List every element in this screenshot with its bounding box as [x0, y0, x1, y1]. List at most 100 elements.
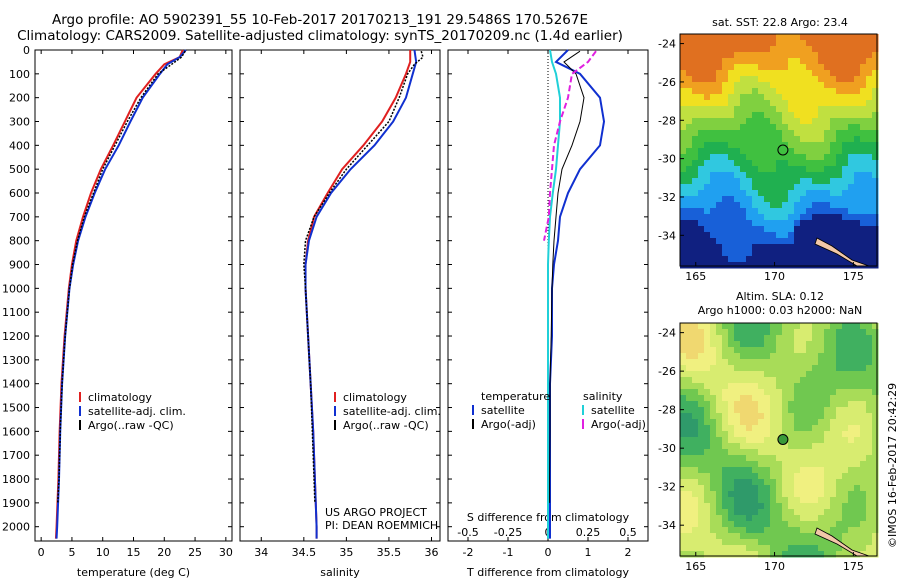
- y-tick-label: 1700: [2, 449, 30, 462]
- temperature-panel: 0100200300400500600700800900100011001200…: [2, 44, 233, 579]
- series-salinity-argoadj: [543, 50, 597, 241]
- x-tick-label: 2: [625, 546, 632, 559]
- series-satelliteadjclim: [304, 49, 418, 539]
- legend-label: climatology: [88, 391, 152, 404]
- series-salinity-satellite: [547, 49, 561, 539]
- x-tick-label: 35.5: [377, 546, 402, 559]
- sst-map-title: sat. SST: 22.8 Argo: 23.4: [712, 16, 848, 29]
- x-tick-label: 1: [585, 546, 592, 559]
- map-x-tick-label: 175: [843, 270, 864, 283]
- map-y-tick-label: -34: [658, 229, 676, 242]
- chart-title-line1: Argo profile: AO 5902391_55 10-Feb-2017 …: [51, 12, 589, 28]
- float-position-marker: [777, 144, 789, 156]
- legend-label: Argo(..raw -QC): [88, 419, 174, 432]
- x-tick-label: 34: [254, 546, 268, 559]
- map-field: [680, 34, 879, 269]
- plot-frame: [34, 49, 233, 542]
- series-argorawqc: [57, 50, 186, 503]
- x-tick-label: 5: [68, 546, 75, 559]
- sla-map: -24 -26 -28 -30 -32 -34 165 170 175: [658, 322, 879, 573]
- series-argorawqc: [303, 50, 424, 503]
- y-tick-label: 300: [9, 116, 30, 129]
- salinity-panel: 34 34.5 35 35.5 36 salinity climatologysatelli…: [239, 49, 441, 579]
- secondary-tick-label: -0.25: [494, 526, 522, 539]
- project-name: US ARGO PROJECT: [325, 506, 427, 519]
- x-tick-label: 34.5: [292, 546, 317, 559]
- y-tick-label: 1000: [2, 282, 30, 295]
- x-tick-label: -1: [503, 546, 514, 559]
- y-tick-label: 1200: [2, 330, 30, 343]
- legend-label: satellite: [591, 404, 635, 417]
- y-tick-label: 200: [9, 92, 30, 105]
- legend-header: salinity: [583, 390, 623, 403]
- x-axis-label: T difference from climatology: [466, 566, 629, 579]
- map-x-tick-label: 170: [764, 560, 785, 573]
- map-frame: [679, 33, 878, 267]
- sst-map: -24 -26 -28 -30 -32 -34 165 170 175: [658, 33, 879, 283]
- sla-map-title-2: Argo h1000: 0.03 h2000: NaN: [697, 304, 863, 317]
- y-tick-label: 1300: [2, 354, 30, 367]
- map-frame: [679, 322, 878, 557]
- x-tick-label: 10: [96, 546, 110, 559]
- project-pi: PI: DEAN ROEMMICH: [325, 519, 439, 532]
- map-y-tick-label: -24: [658, 38, 676, 51]
- legend-header: temperature: [481, 390, 550, 403]
- map-y-tick-label: -24: [658, 327, 676, 340]
- y-tick-label: 700: [9, 211, 30, 224]
- x-tick-label: -2: [463, 546, 474, 559]
- map-y-tick-label: -32: [658, 481, 676, 494]
- legend-label: climatology: [343, 391, 407, 404]
- legend-label: satellite: [481, 404, 525, 417]
- y-tick-label: 900: [9, 259, 30, 272]
- map-y-tick-label: -30: [658, 153, 676, 166]
- x-tick-label: 25: [188, 546, 202, 559]
- x-tick-label: 20: [157, 546, 171, 559]
- map-x-tick-label: 165: [685, 270, 706, 283]
- map-y-tick-label: -28: [658, 404, 676, 417]
- map-y-tick-label: -28: [658, 114, 676, 127]
- map-field: [680, 323, 879, 558]
- secondary-tick-label: 0.5: [619, 526, 637, 539]
- map-y-tick-label: -34: [658, 519, 676, 532]
- legend-label: satellite-adj. clim.: [88, 405, 186, 418]
- x-tick-label: 0: [38, 546, 45, 559]
- y-tick-label: 1100: [2, 306, 30, 319]
- y-tick-label: 600: [9, 187, 30, 200]
- y-tick-label: 1800: [2, 473, 30, 486]
- x-tick-label: 15: [127, 546, 141, 559]
- legend-label: Argo(..raw -QC): [343, 419, 429, 432]
- plot-frame: [239, 49, 441, 542]
- x-tick-label: 36: [424, 546, 438, 559]
- secondary-tick-label: -0.5: [457, 526, 478, 539]
- map-x-tick-label: 175: [843, 560, 864, 573]
- y-tick-label: 1600: [2, 425, 30, 438]
- y-tick-label: 1900: [2, 497, 30, 510]
- x-tick-label: 0: [545, 546, 552, 559]
- map-x-tick-label: 165: [685, 560, 706, 573]
- y-tick-label: 2000: [2, 521, 30, 534]
- float-position-marker: [777, 434, 789, 445]
- y-tick-label: 400: [9, 139, 30, 152]
- map-y-tick-label: -32: [658, 191, 676, 204]
- x-axis-label: temperature (deg C): [77, 566, 190, 579]
- secondary-tick-label: 0.25: [576, 526, 601, 539]
- y-tick-label: 800: [9, 235, 30, 248]
- legend-label: satellite-adj. clim.: [343, 405, 441, 418]
- y-tick-label: 1400: [2, 378, 30, 391]
- x-tick-label: 35: [339, 546, 353, 559]
- chart-title-line2: Climatology: CARS2009. Satellite-adjuste…: [17, 28, 623, 44]
- y-tick-label: 100: [9, 68, 30, 81]
- map-x-tick-label: 170: [764, 270, 785, 283]
- y-tick-label: 0: [23, 44, 30, 57]
- x-axis-label: salinity: [320, 566, 360, 579]
- y-tick-label: 1500: [2, 402, 30, 415]
- legend-label: Argo(-adj): [481, 418, 536, 431]
- map-y-tick-label: -26: [658, 76, 676, 89]
- imos-credit: ©IMOS 16-Feb-2017 20:42:29: [886, 382, 899, 548]
- legend-label: Argo(-adj): [591, 418, 646, 431]
- map-y-tick-label: -30: [658, 442, 676, 455]
- series-temperature-argoadj: [549, 50, 585, 503]
- map-y-tick-label: -26: [658, 365, 676, 378]
- sla-map-title-1: Altim. SLA: 0.12: [735, 290, 825, 303]
